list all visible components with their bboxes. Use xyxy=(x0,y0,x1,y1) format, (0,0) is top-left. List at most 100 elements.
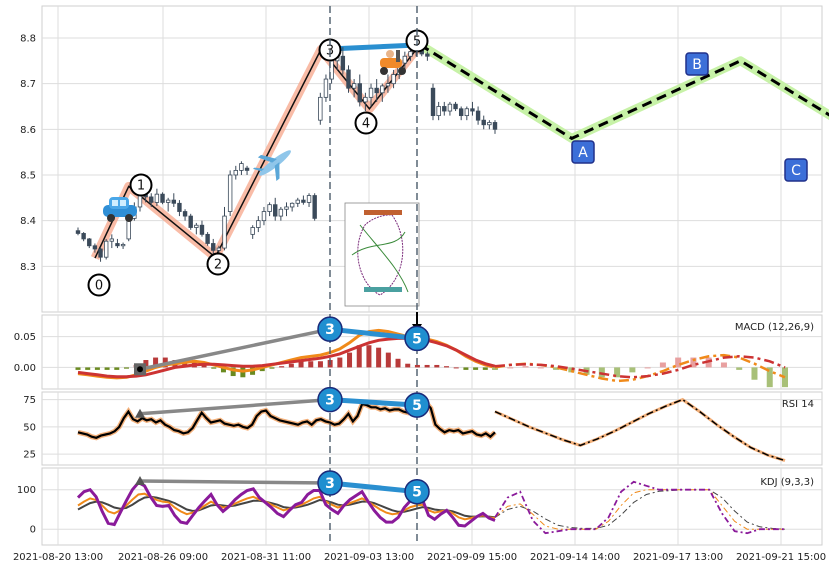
candle-body xyxy=(75,230,81,234)
wave-marker-2 xyxy=(206,252,230,276)
macd-hist-bar xyxy=(279,366,285,368)
macd-hist-bar xyxy=(473,367,479,370)
candle-body xyxy=(222,215,227,249)
candle-body xyxy=(453,103,458,110)
div-start-marker-rsi xyxy=(135,408,145,418)
macd-hist-bar xyxy=(75,367,81,370)
candle-body xyxy=(171,199,176,204)
div-blue-kdj xyxy=(329,480,418,495)
airplane-icon xyxy=(252,150,291,181)
macd-hist-bar xyxy=(424,364,430,368)
ytick-rsi-0: 25 xyxy=(23,450,36,461)
macd-proj-hist-bar xyxy=(690,357,697,368)
ytick-kdj-1: 100 xyxy=(17,485,36,496)
airplane-wing xyxy=(274,162,280,181)
airplane-body xyxy=(259,150,291,176)
candle-body xyxy=(273,204,278,217)
candle-body xyxy=(160,193,165,203)
macd-hist-bar xyxy=(288,363,294,368)
div-blue-macd xyxy=(329,326,418,341)
kdj-proj-k xyxy=(494,489,785,530)
macd-hist-bar xyxy=(94,367,100,370)
candle-body xyxy=(464,108,470,117)
macd-proj-hist-bar xyxy=(553,367,560,370)
ytick-price-3: 8.6 xyxy=(20,125,36,136)
div-label-macd-5: 5 xyxy=(412,331,422,347)
rsi-label: RSI 14 xyxy=(782,399,814,410)
candle-body xyxy=(487,122,492,126)
ytick-rsi-2: 75 xyxy=(23,395,36,406)
scooter-handle xyxy=(396,50,400,62)
macd-hist-bar xyxy=(385,352,391,368)
inset-track xyxy=(351,231,406,256)
candle-body xyxy=(458,108,464,117)
abc-label-B: B xyxy=(692,57,702,73)
macd-proj-hist-bar xyxy=(537,367,544,369)
macd-proj-hist-bar xyxy=(568,367,575,373)
macd-proj-hist-bar xyxy=(720,362,727,368)
candle-body xyxy=(154,193,160,203)
candle-body xyxy=(81,233,86,240)
candle-body xyxy=(430,87,436,117)
candle-body xyxy=(165,199,171,203)
scooter-wheel xyxy=(380,67,388,75)
candle-body xyxy=(380,85,385,94)
candle-body xyxy=(199,224,205,235)
macd-hist-bar xyxy=(259,367,265,372)
candle-body xyxy=(149,196,154,203)
macd-hist-bar xyxy=(230,367,236,377)
airplane-tail xyxy=(252,167,265,172)
div-blue-rsi xyxy=(329,397,418,408)
macd-hist-bar xyxy=(366,345,372,368)
candle-body xyxy=(351,83,357,89)
candle-body xyxy=(188,215,193,228)
ytick-kdj-0: 0 xyxy=(30,525,36,536)
macd-hist-bar xyxy=(298,361,304,368)
candle-body xyxy=(267,204,272,212)
inset-train xyxy=(364,287,402,292)
car-wheel xyxy=(107,214,115,222)
candle-body xyxy=(312,195,317,219)
ytick-rsi-1: 50 xyxy=(23,422,36,433)
candle-body xyxy=(323,78,329,98)
macd-hist-bar xyxy=(395,358,401,368)
xtick-1: 2021-08-26 09:00 xyxy=(118,552,208,563)
div-label-rsi-5: 5 xyxy=(412,398,422,414)
abc-marker-A xyxy=(571,140,595,164)
xtick-0: 2021-08-20 13:00 xyxy=(13,552,103,563)
candle-body xyxy=(357,83,362,103)
macd-proj-hist-bar xyxy=(614,367,621,378)
scooter-wheel xyxy=(398,67,406,75)
airplane-wing xyxy=(257,154,277,163)
candle-body xyxy=(120,244,126,247)
macd-proj-hist-bar xyxy=(736,367,743,370)
xtick-6: 2021-09-17 13:00 xyxy=(633,552,723,563)
macd-hist-bar xyxy=(308,361,314,368)
macd-hist-bar xyxy=(414,364,420,368)
candle-body xyxy=(425,53,430,57)
macd-hist-bar xyxy=(376,347,382,368)
div-marker-rsi-3 xyxy=(317,386,343,413)
candle-body xyxy=(261,211,267,222)
ytick-macd-1: 0.05 xyxy=(14,332,36,343)
candle-body xyxy=(256,220,261,228)
macd-hist-bar xyxy=(444,366,450,368)
div-marker-kdj-5 xyxy=(404,478,430,505)
inset-loop xyxy=(357,214,404,296)
div-gray-macd xyxy=(139,327,331,371)
macd-hist-bar xyxy=(337,357,343,368)
candle-body xyxy=(244,167,250,171)
candle-body xyxy=(470,108,475,112)
macd-proj-hist-bar xyxy=(751,367,758,380)
div-label-kdj-3: 3 xyxy=(325,476,335,492)
macd-hist-bar xyxy=(453,367,459,369)
wave-label-0: 0 xyxy=(95,279,103,294)
ytick-macd-0: 0.00 xyxy=(14,363,36,374)
candle-body xyxy=(216,247,222,251)
candle-body xyxy=(481,119,486,126)
scooter-icon xyxy=(380,50,406,75)
inset-track xyxy=(359,224,409,293)
candle-body xyxy=(442,106,447,112)
macd-hist-bar xyxy=(211,367,217,369)
div-marker-macd-3 xyxy=(317,316,343,342)
